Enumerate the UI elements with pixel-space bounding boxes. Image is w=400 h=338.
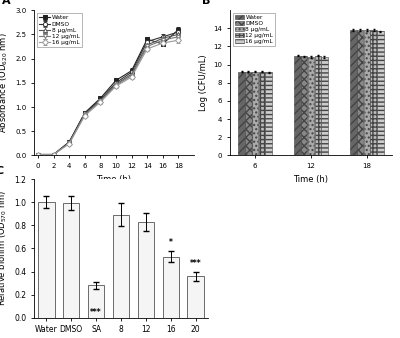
Text: *: * bbox=[169, 238, 173, 247]
Bar bbox=[188, 276, 204, 318]
Bar bbox=[138, 222, 154, 318]
Bar bbox=[350, 30, 356, 155]
Text: ***: *** bbox=[190, 259, 201, 268]
Bar bbox=[314, 55, 321, 155]
Bar bbox=[238, 72, 245, 155]
Y-axis label: Relative biofilm (OD$_{570}$ nm): Relative biofilm (OD$_{570}$ nm) bbox=[0, 190, 9, 307]
X-axis label: Time (h): Time (h) bbox=[96, 175, 132, 184]
Bar bbox=[357, 30, 363, 155]
Bar bbox=[301, 56, 308, 155]
Bar bbox=[88, 285, 104, 318]
Bar bbox=[266, 72, 272, 155]
Text: C: C bbox=[0, 166, 4, 176]
Bar bbox=[252, 72, 258, 155]
X-axis label: Time (h): Time (h) bbox=[294, 175, 328, 184]
Bar bbox=[321, 57, 328, 155]
Text: B: B bbox=[202, 0, 211, 6]
Bar bbox=[259, 72, 265, 155]
Bar bbox=[370, 30, 377, 155]
Text: A: A bbox=[2, 0, 11, 6]
Bar bbox=[294, 55, 301, 155]
Y-axis label: Log (CFU/mL): Log (CFU/mL) bbox=[199, 54, 208, 111]
Bar bbox=[63, 203, 79, 318]
Text: ***: *** bbox=[90, 308, 102, 317]
Bar bbox=[38, 202, 54, 318]
Y-axis label: Absorbance (OD$_{620}$ nm): Absorbance (OD$_{620}$ nm) bbox=[0, 32, 10, 133]
Bar bbox=[245, 72, 252, 155]
Legend: Water, DMSO, 8 µg/mL, 12 µg/mL, 16 µg/mL: Water, DMSO, 8 µg/mL, 12 µg/mL, 16 µg/mL bbox=[37, 13, 82, 47]
Bar bbox=[163, 257, 179, 318]
Legend: Water, DMSO, 8 µg/mL, 12 µg/mL, 16 µg/mL: Water, DMSO, 8 µg/mL, 12 µg/mL, 16 µg/mL bbox=[233, 13, 275, 46]
Bar bbox=[364, 30, 370, 155]
Bar bbox=[113, 215, 129, 318]
Bar bbox=[377, 31, 384, 155]
Bar bbox=[308, 57, 314, 155]
